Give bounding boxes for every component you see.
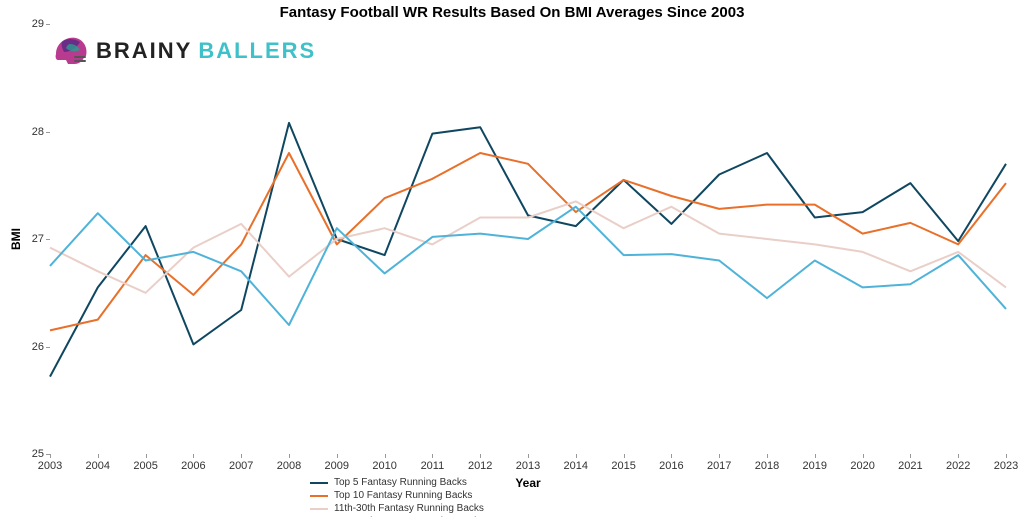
plot-area: BMI Year Top 5 Fantasy Running BacksTop … xyxy=(50,24,1006,454)
series-line xyxy=(50,207,1006,325)
legend-label: Top 10 Fantasy Running Backs xyxy=(334,489,472,502)
legend-swatch xyxy=(310,508,328,510)
series-line xyxy=(50,153,1006,330)
chart-root: Fantasy Football WR Results Based On BMI… xyxy=(0,0,1024,517)
chart-title: Fantasy Football WR Results Based On BMI… xyxy=(0,4,1024,21)
series-line xyxy=(50,123,1006,377)
y-axis-label: BMI xyxy=(9,228,23,250)
legend-swatch xyxy=(310,482,328,484)
x-axis-label: Year xyxy=(515,476,540,490)
legend-label: 11th-30th Fantasy Running Backs xyxy=(334,502,484,515)
legend-label: Top 5 Fantasy Running Backs xyxy=(334,476,467,489)
legend: Top 5 Fantasy Running BacksTop 10 Fantas… xyxy=(310,476,484,517)
legend-swatch xyxy=(310,495,328,497)
legend-item: Top 10 Fantasy Running Backs xyxy=(310,489,484,502)
legend-item: 11th-30th Fantasy Running Backs xyxy=(310,502,484,515)
legend-item: Top 5 Fantasy Running Backs xyxy=(310,476,484,489)
line-series-svg xyxy=(50,24,1006,454)
